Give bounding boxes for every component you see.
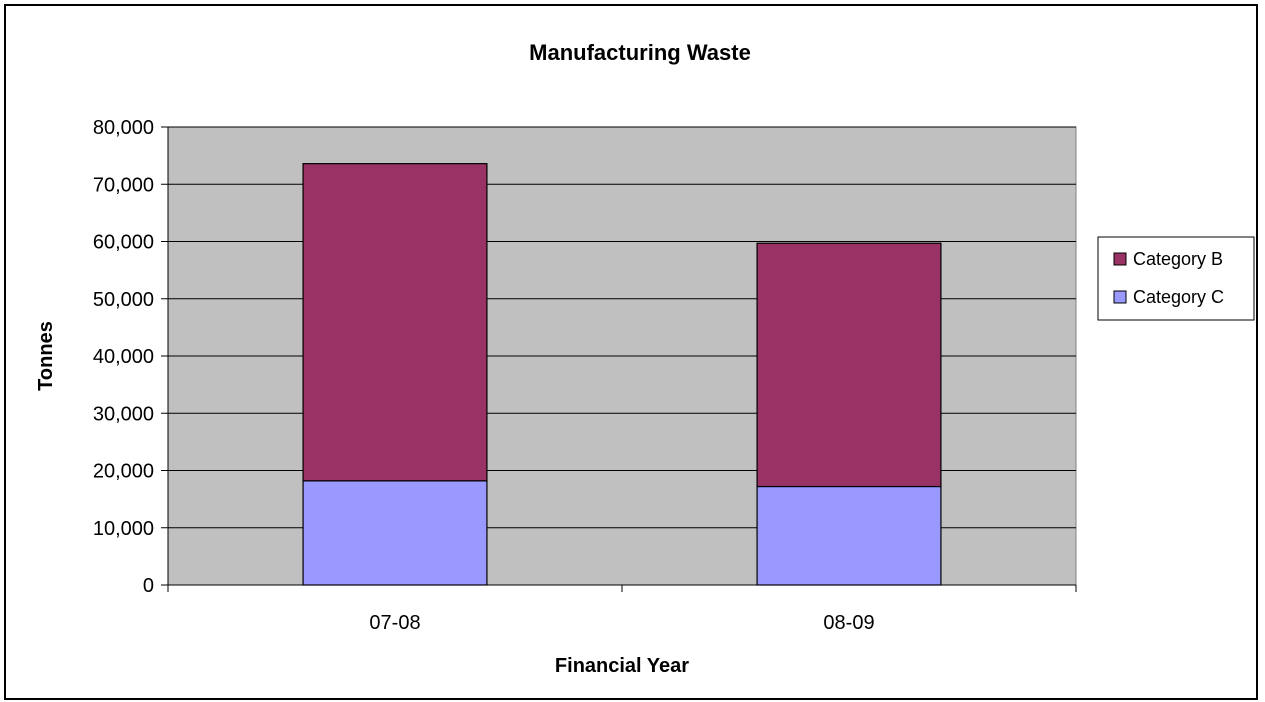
bar-category-c-07-08 xyxy=(302,480,488,586)
legend-box xyxy=(1097,236,1255,321)
y-tick-label: 0 xyxy=(143,575,154,597)
legend-swatch-category-c xyxy=(1113,290,1127,304)
y-tick-label: 10,000 xyxy=(93,518,154,540)
legend-swatch-category-b xyxy=(1113,252,1127,266)
axes xyxy=(161,126,1077,592)
y-tick-label: 50,000 xyxy=(93,289,154,311)
y-tick-label: 30,000 xyxy=(93,403,154,425)
legend-label-category-c: Category C xyxy=(1133,287,1224,307)
y-tick-label: 40,000 xyxy=(93,346,154,368)
x-tick-labels: 07-08 08-09 xyxy=(369,612,874,634)
bars xyxy=(302,163,942,586)
bar-category-b-07-08 xyxy=(302,163,488,482)
x-tick-label: 08-09 xyxy=(823,612,874,634)
x-tick-label: 07-08 xyxy=(369,612,420,634)
y-tick-labels: 0 10,000 20,000 30,000 40,000 50,000 60,000 70,… xyxy=(93,117,154,597)
bar-category-c-08-09 xyxy=(756,485,942,586)
y-axis-title: Tonnes xyxy=(35,321,57,391)
x-axis-title: Financial Year xyxy=(555,655,689,677)
y-tick-label: 80,000 xyxy=(93,117,154,139)
y-tick-label: 60,000 xyxy=(93,232,154,254)
legend: Category B Category C xyxy=(1097,236,1255,321)
y-tick-label: 20,000 xyxy=(93,461,154,483)
chart-title: Manufacturing Waste xyxy=(529,40,751,65)
y-tick-label: 70,000 xyxy=(93,174,154,196)
legend-label-category-b: Category B xyxy=(1133,249,1223,269)
bar-category-b-08-09 xyxy=(756,242,942,488)
